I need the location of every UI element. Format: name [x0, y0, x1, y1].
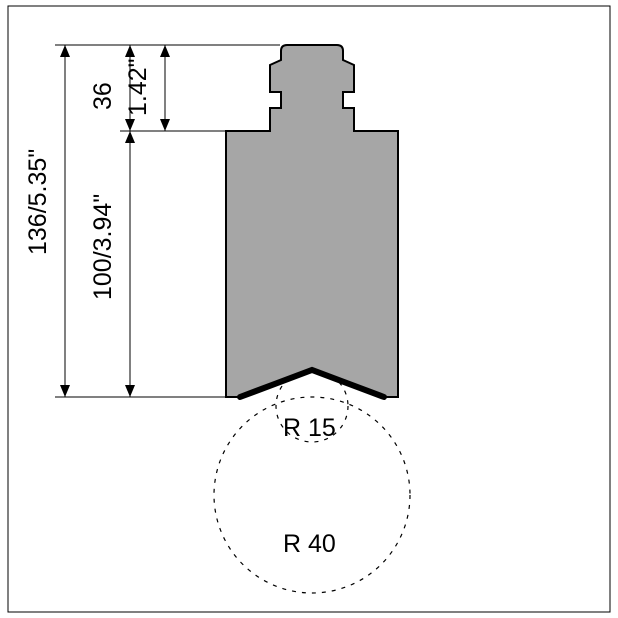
press-brake-tool — [226, 45, 398, 397]
technical-drawing: 136/5.35" 100/3.94" 36 1.42" R 15 R 40 — [0, 0, 618, 618]
dim-overall-height: 136/5.35" — [24, 45, 70, 397]
label-r15: R 15 — [283, 414, 336, 442]
dim-tang-inch: 1.42" — [124, 45, 170, 131]
dim-body-height: 100/3.94" — [89, 131, 135, 397]
dim-overall-label: 136/5.35" — [24, 149, 52, 255]
dim-tang-mm-label: 36 — [89, 82, 117, 110]
label-r40: R 40 — [283, 530, 336, 558]
dim-tang-inch-label: 1.42" — [124, 58, 152, 116]
dim-body-label: 100/3.94" — [89, 194, 117, 300]
